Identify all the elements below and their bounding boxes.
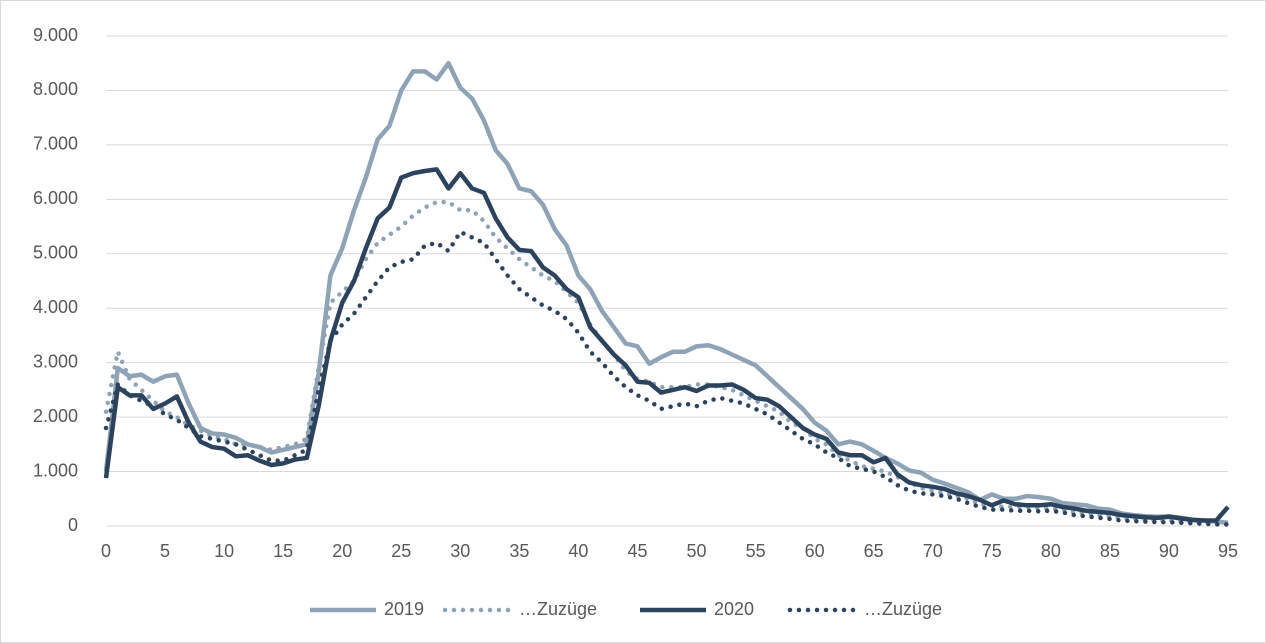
y-tick-label: 7.000 — [33, 134, 78, 154]
y-tick-label: 5.000 — [33, 243, 78, 263]
x-tick-label: 60 — [805, 541, 825, 561]
y-tick-label: 2.000 — [33, 406, 78, 426]
x-tick-label: 25 — [391, 541, 411, 561]
x-tick-label: 90 — [1159, 541, 1179, 561]
series-line — [103, 60, 1229, 525]
x-tick-label: 75 — [982, 541, 1002, 561]
x-tick-label: 45 — [627, 541, 647, 561]
y-tick-label: 0 — [68, 515, 78, 535]
x-tick-label: 0 — [101, 541, 111, 561]
y-tick-label: 3.000 — [33, 351, 78, 371]
x-tick-label: 40 — [568, 541, 588, 561]
x-tick-label: 70 — [923, 541, 943, 561]
y-tick-label: 8.000 — [33, 79, 78, 99]
x-tick-label: 85 — [1100, 541, 1120, 561]
legend-label: 2020 — [714, 599, 754, 619]
x-tick-label: 5 — [160, 541, 170, 561]
x-tick-label: 20 — [332, 541, 352, 561]
series-line — [103, 229, 1231, 527]
x-tick-label: 55 — [746, 541, 766, 561]
x-tick-label: 10 — [214, 541, 234, 561]
x-tick-label: 50 — [687, 541, 707, 561]
y-tick-label: 1.000 — [33, 460, 78, 480]
x-tick-label: 15 — [273, 541, 293, 561]
y-tick-label: 9.000 — [33, 25, 78, 45]
x-tick-label: 65 — [864, 541, 884, 561]
legend-label: …Zuzüge — [864, 599, 942, 619]
legend-label: …Zuzüge — [519, 599, 597, 619]
y-tick-label: 6.000 — [33, 188, 78, 208]
series-line — [103, 167, 1230, 523]
x-tick-label: 35 — [509, 541, 529, 561]
x-tick-label: 80 — [1041, 541, 1061, 561]
x-tick-label: 95 — [1218, 541, 1238, 561]
y-tick-label: 4.000 — [33, 297, 78, 317]
x-tick-label: 30 — [450, 541, 470, 561]
legend-label: 2019 — [384, 599, 424, 619]
